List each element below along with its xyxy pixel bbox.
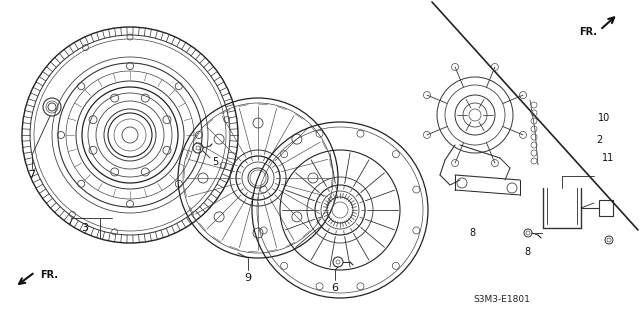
Text: 5: 5 bbox=[212, 157, 218, 167]
Text: 9: 9 bbox=[244, 273, 252, 283]
Text: 2: 2 bbox=[596, 135, 602, 145]
Text: 8: 8 bbox=[470, 228, 476, 238]
Text: FR.: FR. bbox=[40, 270, 58, 280]
Text: 8: 8 bbox=[524, 247, 530, 257]
Text: S3M3-E1801: S3M3-E1801 bbox=[474, 295, 531, 305]
Text: 3: 3 bbox=[81, 223, 88, 233]
Text: FR.: FR. bbox=[579, 27, 597, 37]
Text: 10: 10 bbox=[598, 113, 611, 123]
Bar bbox=[599, 200, 613, 216]
Text: 6: 6 bbox=[332, 283, 339, 293]
Text: 11: 11 bbox=[602, 153, 614, 163]
Text: 7: 7 bbox=[28, 170, 36, 180]
